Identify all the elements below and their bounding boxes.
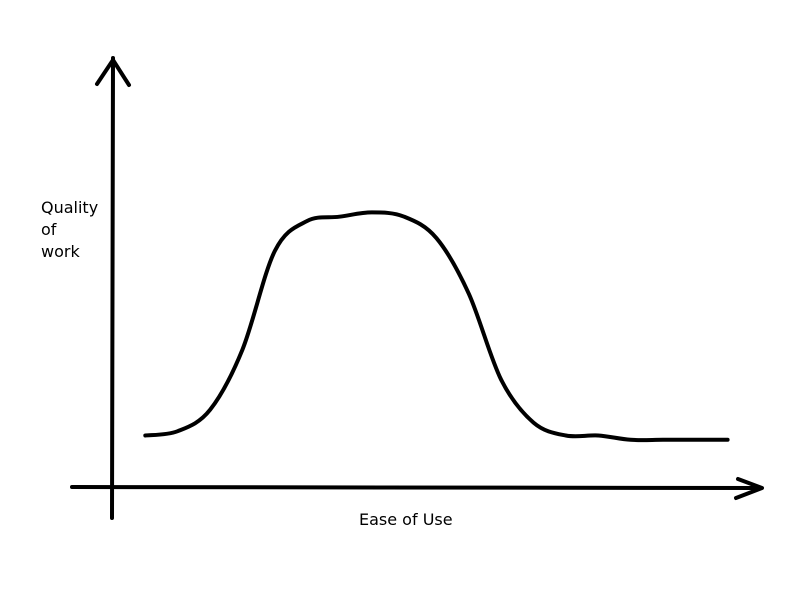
- series-line: [143, 210, 730, 443]
- y-axis-arrow-icon: [95, 58, 131, 87]
- x-axis: [70, 477, 764, 500]
- y-axis: [95, 56, 131, 520]
- y-axis-line: [110, 56, 115, 520]
- x-axis-label: Ease of Use: [359, 510, 453, 529]
- y-axis-label: Quality of work: [41, 198, 99, 261]
- x-axis-arrow-icon: [734, 477, 764, 500]
- x-axis-line: [70, 485, 762, 490]
